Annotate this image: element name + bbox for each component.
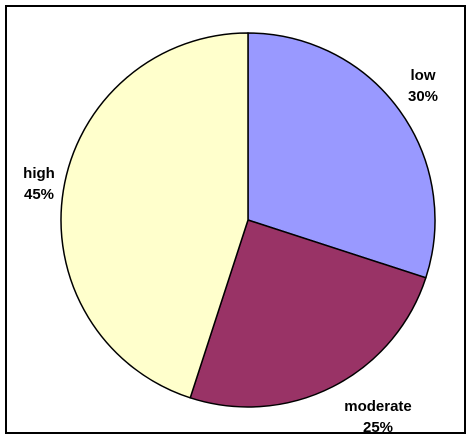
slice-value-label-high: 45% <box>24 186 54 203</box>
pie-slices <box>60 32 436 408</box>
slice-value-label-moderate: 25% <box>363 419 393 436</box>
slice-category-label-high: high <box>23 165 55 182</box>
pie-labels: low 30% moderate 25% high 45% <box>23 67 438 436</box>
pie-slice-moderate <box>189 219 427 408</box>
slice-category-label-moderate: moderate <box>344 398 412 415</box>
slice-value-label-low: 30% <box>408 88 438 105</box>
pie-slice-low <box>247 32 436 279</box>
slice-category-label-low: low <box>411 67 436 84</box>
pie-slice-high <box>60 32 249 399</box>
